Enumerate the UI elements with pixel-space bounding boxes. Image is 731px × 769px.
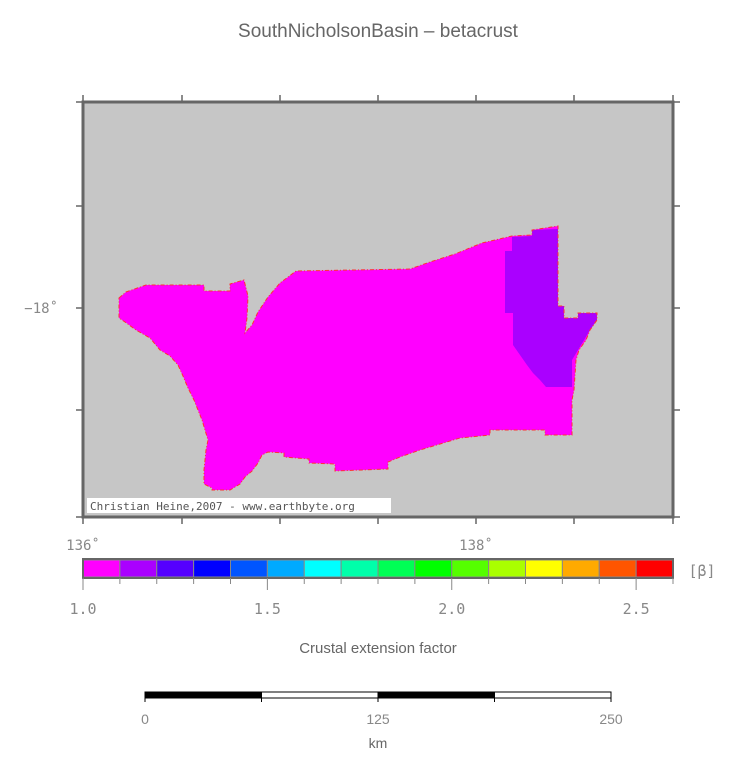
scalebar-segment	[144, 691, 262, 699]
map-ticks	[76, 95, 680, 524]
credit-text: Christian Heine,2007 - www.earthbyte.org	[90, 500, 355, 513]
colorbar-swatch	[414, 559, 453, 578]
credit-box	[87, 498, 391, 513]
colorbar: 1.0 1.5 2.0 2.5 [β] Crustal extension facto…	[69, 558, 716, 657]
colorbar-swatch	[266, 559, 305, 578]
x-tick-label-136: 136˚	[66, 537, 100, 554]
scalebar-tick-label: 0	[141, 711, 149, 727]
colorbar-swatch	[377, 559, 416, 578]
map-title: SouthNicholsonBasin – betacrust	[238, 21, 519, 42]
basin-region-beta-1.0	[119, 226, 597, 490]
colorbar-label: Crustal extension factor	[299, 640, 457, 657]
colorbar-swatch	[488, 559, 526, 578]
colorbar-swatch	[193, 559, 231, 578]
colorbar-swatch	[156, 559, 195, 578]
colorbar-unit: [β]	[688, 562, 715, 580]
colorbar-swatch	[451, 559, 490, 578]
colorbar-swatch	[561, 559, 600, 578]
colorbar-swatch	[635, 559, 674, 578]
colorbar-swatch	[82, 559, 121, 578]
colorbar-swatch	[598, 559, 637, 578]
colorbar-tick-label: 1.5	[254, 600, 281, 618]
scalebar-tick-label: 125	[366, 711, 390, 727]
map-frame: Christian Heine,2007 - www.earthbyte.org…	[24, 95, 680, 554]
scalebar-unit: km	[369, 735, 388, 751]
scalebar-tick-label: 250	[599, 711, 623, 727]
colorbar-swatch	[303, 559, 342, 578]
colorbar-swatch	[525, 559, 563, 578]
y-tick-label-minus18: −18˚	[24, 300, 58, 317]
basin-region-beta-1.1	[505, 229, 597, 387]
scalebar-segment	[377, 691, 495, 699]
colorbar-swatch	[230, 559, 268, 578]
scalebar: 0 125 250 km	[141, 691, 623, 751]
x-tick-label-138: 138˚	[459, 537, 493, 554]
basin-outline	[118, 225, 598, 491]
colorbar-tick-label: 2.0	[438, 600, 465, 618]
colorbar-tick-label: 2.5	[623, 600, 650, 618]
colorbar-tick-label: 1.0	[69, 600, 96, 618]
colorbar-swatch	[119, 559, 158, 578]
scalebar-segment	[261, 691, 379, 699]
colorbar-swatch	[340, 559, 379, 578]
scalebar-segment	[494, 691, 612, 699]
